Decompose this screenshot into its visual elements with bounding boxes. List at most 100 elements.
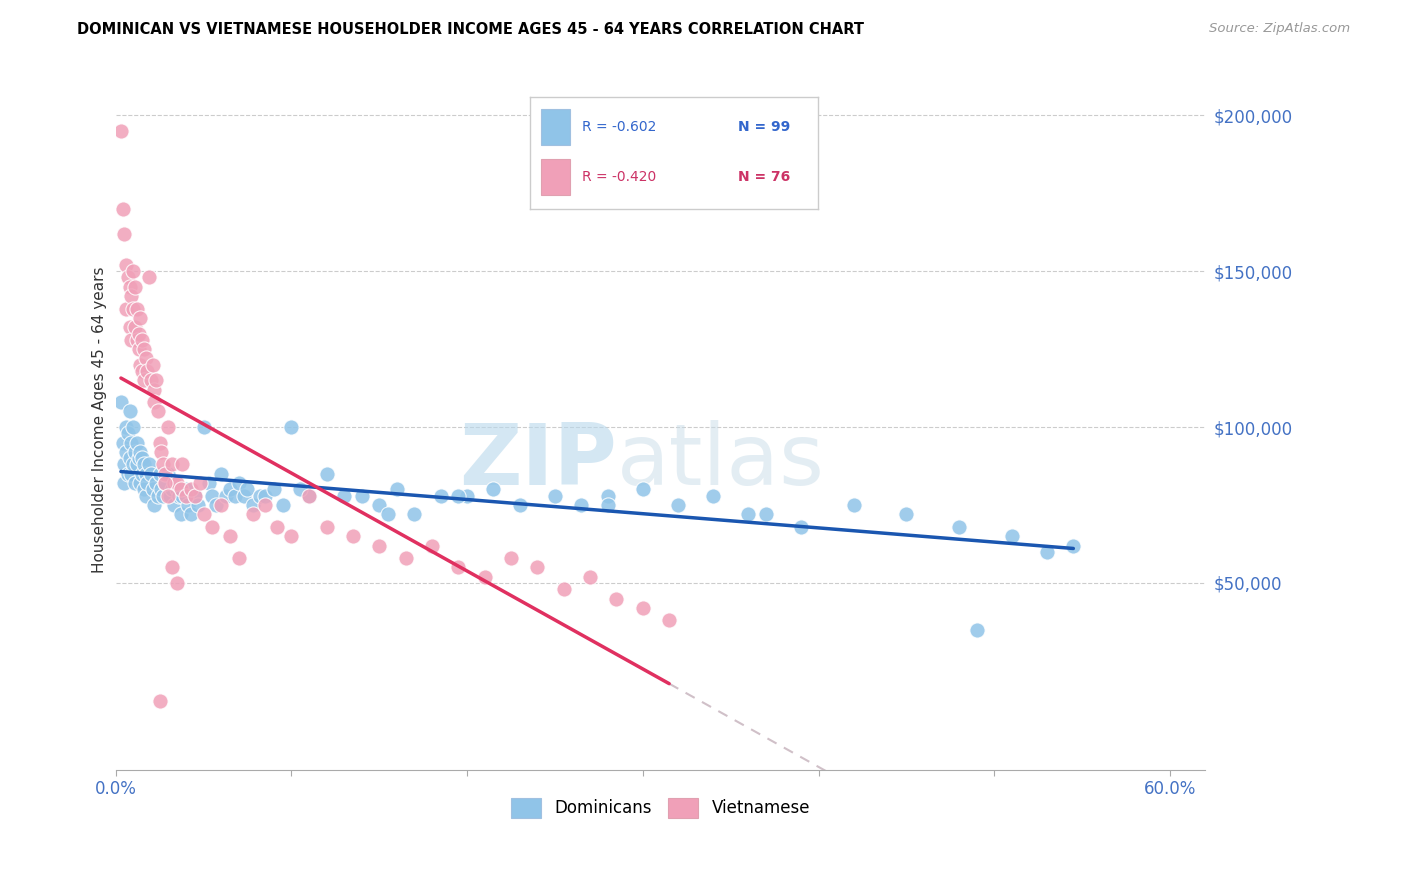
Point: [157, 467, 180, 481]
Point: [666, 498, 689, 512]
Point: [132, 483, 155, 497]
Point: [129, 476, 152, 491]
Point: [1001, 529, 1024, 543]
Point: [125, 333, 148, 347]
Point: [266, 520, 288, 534]
Point: [135, 467, 157, 481]
Point: [242, 498, 264, 512]
Point: [193, 420, 215, 434]
Point: [509, 498, 531, 512]
Point: [429, 489, 451, 503]
Point: [149, 694, 172, 708]
Point: [143, 383, 166, 397]
Point: [288, 483, 311, 497]
Point: [132, 373, 155, 387]
Point: [447, 560, 470, 574]
Point: [350, 489, 373, 503]
Legend: Dominicans, Vietnamese: Dominicans, Vietnamese: [505, 791, 817, 825]
Point: [146, 489, 169, 503]
Point: [658, 613, 681, 627]
Point: [280, 529, 302, 543]
Point: [122, 301, 145, 316]
Point: [132, 342, 155, 356]
Point: [124, 320, 146, 334]
Point: [124, 476, 146, 491]
Point: [456, 489, 478, 503]
Point: [117, 270, 139, 285]
Point: [129, 358, 152, 372]
Point: [184, 489, 207, 503]
Point: [138, 270, 160, 285]
Point: [118, 404, 141, 418]
Point: [139, 373, 162, 387]
Point: [172, 458, 194, 472]
Point: [180, 508, 202, 522]
Point: [122, 420, 145, 434]
Point: [132, 458, 155, 472]
Point: [263, 483, 285, 497]
Text: DOMINICAN VS VIETNAMESE HOUSEHOLDER INCOME AGES 45 - 64 YEARS CORRELATION CHART: DOMINICAN VS VIETNAMESE HOUSEHOLDER INCO…: [77, 22, 865, 37]
Point: [152, 458, 174, 472]
Point: [114, 458, 136, 472]
Point: [232, 489, 254, 503]
Point: [447, 489, 470, 503]
Point: [236, 483, 259, 497]
Point: [420, 539, 443, 553]
Point: [136, 364, 159, 378]
Point: [790, 520, 813, 534]
Point: [172, 489, 194, 503]
Point: [177, 498, 200, 512]
Point: [125, 458, 148, 472]
Point: [153, 476, 176, 491]
Point: [131, 451, 153, 466]
Point: [737, 508, 759, 522]
Point: [253, 489, 276, 503]
Point: [149, 467, 172, 481]
Point: [114, 476, 136, 491]
Point: [124, 279, 146, 293]
Point: [117, 467, 139, 481]
Point: [224, 489, 246, 503]
Point: [579, 570, 602, 584]
Point: [896, 508, 918, 522]
Point: [205, 498, 228, 512]
Point: [145, 373, 167, 387]
Point: [117, 426, 139, 441]
Point: [149, 435, 172, 450]
Point: [139, 467, 162, 481]
Point: [115, 445, 138, 459]
Point: [125, 435, 148, 450]
Point: [131, 467, 153, 481]
Y-axis label: Householder Income Ages 45 - 64 years: Householder Income Ages 45 - 64 years: [93, 266, 107, 573]
Point: [135, 489, 157, 503]
Point: [842, 498, 865, 512]
Point: [218, 483, 240, 497]
Point: [125, 301, 148, 316]
Point: [242, 508, 264, 522]
Point: [111, 435, 134, 450]
Point: [110, 395, 132, 409]
Point: [755, 508, 778, 522]
Point: [553, 582, 575, 597]
Point: [163, 476, 186, 491]
Point: [131, 333, 153, 347]
Point: [153, 476, 176, 491]
Point: [315, 520, 337, 534]
Point: [1062, 539, 1084, 553]
Point: [118, 451, 141, 466]
Point: [170, 483, 193, 497]
Point: [143, 395, 166, 409]
Point: [115, 301, 138, 316]
Point: [499, 551, 522, 566]
Point: [187, 498, 209, 512]
Point: [174, 483, 197, 497]
Point: [201, 520, 224, 534]
Point: [209, 467, 232, 481]
Point: [596, 489, 619, 503]
Point: [163, 498, 186, 512]
Point: [111, 202, 134, 216]
Point: [166, 483, 188, 497]
Text: Source: ZipAtlas.com: Source: ZipAtlas.com: [1209, 22, 1350, 36]
Point: [966, 623, 988, 637]
Point: [377, 508, 399, 522]
